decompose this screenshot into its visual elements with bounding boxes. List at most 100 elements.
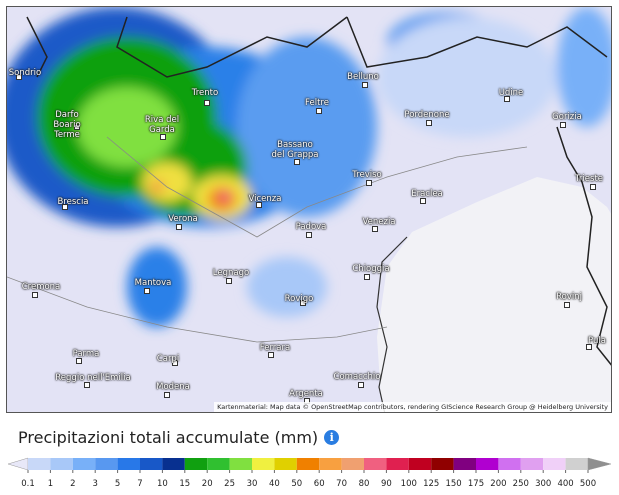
legend-swatch xyxy=(520,458,544,470)
city-marker xyxy=(564,302,570,308)
city-label: Sondrio xyxy=(8,68,42,78)
city-marker xyxy=(16,74,22,80)
legend-tick-label: 15 xyxy=(179,479,190,489)
city-label: Trento xyxy=(191,88,219,98)
city-marker xyxy=(504,96,510,102)
city-marker xyxy=(62,204,68,210)
legend-swatch xyxy=(319,458,342,470)
legend-swatch xyxy=(498,458,521,470)
legend-tick-label: 50 xyxy=(291,479,302,489)
city-marker xyxy=(316,108,322,114)
legend-arrow-right xyxy=(587,457,612,471)
city-label: Cremona xyxy=(21,282,61,292)
legend-tick-label: 70 xyxy=(336,479,347,489)
legend-tick-label: 2 xyxy=(70,479,75,489)
city-label: Reggio nell'Emilia xyxy=(55,373,131,383)
city-label: Carpi xyxy=(156,354,180,364)
legend-swatch xyxy=(476,458,499,470)
legend-swatch xyxy=(72,458,96,470)
map[interactable]: Sondrio Darfo Boario Terme Trento Riva del … xyxy=(6,6,612,413)
legend-tick-label: 10 xyxy=(157,479,168,489)
city-marker xyxy=(74,124,80,130)
city-label: Bassano del Grappa xyxy=(271,140,319,160)
legend-tick-label: 60 xyxy=(314,479,325,489)
legend-swatch xyxy=(50,458,73,470)
legend-tick-label: 40 xyxy=(269,479,280,489)
legend-tick-label: 20 xyxy=(202,479,213,489)
city-label: Vicenza xyxy=(248,194,282,204)
legend-swatch xyxy=(95,458,118,470)
city-label: Udine xyxy=(498,88,524,98)
legend-swatch xyxy=(386,458,409,470)
legend-tick-label: 80 xyxy=(359,479,370,489)
city-marker xyxy=(204,100,210,106)
city-label: Eraclea xyxy=(411,189,443,199)
city-label: Pordenone xyxy=(404,110,450,120)
city-marker xyxy=(76,358,82,364)
city-label: Ferrara xyxy=(259,343,291,353)
color-legend: 0.1 1 2 3 5 7 10 15 20 25 30 40 50 60 70 80 90 100 125 150 1… xyxy=(7,457,612,489)
legend-swatch xyxy=(28,458,51,470)
city-marker xyxy=(426,120,432,126)
city-marker xyxy=(268,352,274,358)
city-label: Treviso xyxy=(352,170,382,180)
city-marker xyxy=(362,82,368,88)
city-marker xyxy=(366,180,372,186)
legend-tick-label: 7 xyxy=(137,479,142,489)
city-marker xyxy=(226,278,232,284)
city-label: Venezia xyxy=(362,217,396,227)
legend-swatch xyxy=(296,458,320,470)
city-label: Argenta xyxy=(289,389,323,399)
legend-swatch xyxy=(431,458,454,470)
legend-swatch xyxy=(543,458,566,470)
legend-tick-label: 150 xyxy=(445,479,461,489)
legend-tick-label: 1 xyxy=(48,479,53,489)
legend-tick-label: 400 xyxy=(557,479,573,489)
legend-swatch xyxy=(453,458,476,470)
legend-swatch xyxy=(117,458,140,470)
city-marker xyxy=(164,392,170,398)
legend-tick-label: 300 xyxy=(535,479,551,489)
city-marker xyxy=(294,159,300,165)
legend-tick-label: 200 xyxy=(490,479,506,489)
legend-tick-label: 30 xyxy=(247,479,258,489)
city-marker xyxy=(172,360,178,366)
legend-swatch xyxy=(229,458,252,470)
city-marker xyxy=(306,232,312,238)
legend-tick-label: 5 xyxy=(115,479,120,489)
legend-swatch xyxy=(565,458,588,470)
city-label: Feltre xyxy=(305,98,329,108)
city-label: Rovinj xyxy=(556,292,582,302)
city-marker xyxy=(144,288,150,294)
legend-tick-label: 0.1 xyxy=(21,479,35,489)
city-marker xyxy=(364,274,370,280)
city-label: Verona xyxy=(168,214,198,224)
legend-tick-label: 250 xyxy=(513,479,529,489)
city-marker xyxy=(300,300,306,306)
legend-swatch xyxy=(207,458,230,470)
city-label: Mantova xyxy=(134,278,172,288)
legend-title: Precipitazioni totali accumulate (mm) xyxy=(18,428,319,447)
city-marker xyxy=(84,382,90,388)
legend-arrow-left xyxy=(7,457,29,471)
legend-tick-label: 3 xyxy=(92,479,97,489)
city-marker xyxy=(586,344,592,350)
city-label: Darfo Boario Terme xyxy=(53,110,81,140)
city-label: Legnago xyxy=(212,268,250,278)
city-marker xyxy=(32,292,38,298)
city-marker xyxy=(590,184,596,190)
city-marker xyxy=(256,202,262,208)
legend-swatch xyxy=(341,458,364,470)
legend-swatch xyxy=(162,458,185,470)
legend-swatch xyxy=(408,458,432,470)
city-label: Chioggia xyxy=(352,264,390,274)
legend-title-box: Precipitazioni totali accumulate (mm) i xyxy=(18,428,340,447)
info-icon[interactable]: i xyxy=(324,430,340,445)
city-marker xyxy=(358,382,364,388)
city-marker xyxy=(420,198,426,204)
city-label: Pula xyxy=(588,336,606,346)
city-label: Belluno xyxy=(347,72,379,82)
city-marker xyxy=(372,226,378,232)
city-label: Brescia xyxy=(57,197,89,207)
